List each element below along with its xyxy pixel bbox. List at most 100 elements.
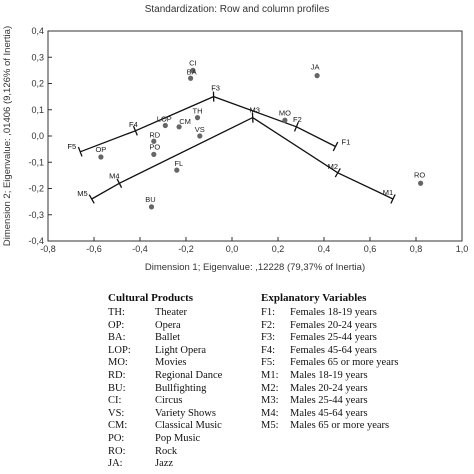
profile-marker — [77, 146, 83, 157]
profile-label: M3 — [249, 106, 259, 115]
legend-code: F5: — [261, 357, 276, 369]
legend-row: MO: Movies — [108, 357, 278, 370]
legend-row: VS: Variety Shows — [108, 408, 278, 421]
x-axis: -0,8 -0,6 -0,4 -0,2 0,0 0,2 0,4 0,6 0,8 1,0 — [40, 237, 468, 254]
legend-code: F1: — [261, 307, 276, 318]
profile-lines: F5 F4 F3 F2 F1 M5 M4 M3 M2 M1 — [67, 84, 396, 204]
legend-code: CM: — [108, 420, 128, 432]
legend-description: Females 25-44 years — [290, 332, 377, 344]
legend-description: Rock — [155, 445, 178, 457]
legend-row: BA: Ballet — [108, 332, 278, 345]
legend-row: TH: Theater — [108, 307, 278, 320]
legend-description: Females 65 or more years — [290, 357, 399, 369]
legend-code: BU: — [108, 382, 126, 394]
legend-row: M5: Males 65 or more years — [261, 420, 471, 433]
chart-subtitle: Standardization: Row and column profiles — [144, 4, 330, 15]
point-label: BU — [145, 195, 155, 204]
x-tick-label: 0,0 — [226, 244, 239, 254]
legend-code: M2: — [261, 382, 279, 394]
point-label: TH — [193, 107, 203, 116]
legend-code: PO: — [108, 432, 125, 444]
point-label: OP — [95, 145, 106, 154]
point-label: CI — [189, 58, 197, 67]
data-point — [190, 67, 196, 73]
correspondence-plot: -0,8 -0,6 -0,4 -0,2 0,0 0,2 0,4 0,6 0,8 1,0 0,40,… — [2, 26, 468, 273]
legend-description: Circus — [155, 395, 183, 407]
profile-label: M4 — [109, 171, 119, 180]
legend-code: TH: — [108, 307, 125, 318]
legend-code: F3: — [261, 332, 276, 344]
profile-label: F4 — [129, 120, 138, 129]
legend-description: Light Opera — [155, 344, 207, 356]
legend-code: M3: — [261, 395, 279, 407]
legend-row: M1: Males 18-19 years — [261, 370, 471, 383]
point-label: FL — [174, 159, 183, 168]
point-label: RO — [414, 170, 425, 179]
y-tick-label: -0,1 — [28, 157, 44, 167]
legend-code: F4: — [261, 344, 276, 356]
data-point — [174, 167, 180, 173]
profile-label: F2 — [293, 115, 302, 124]
legend-description: Opera — [155, 319, 181, 331]
legend-row: M4: Males 45-64 years — [261, 408, 471, 421]
legend-description: Females 18-19 years — [290, 307, 377, 318]
y-axis: 0,4 0,3 0,2 0,1 0,0 -0,1 -0,2 -0,3 -0,4 — [28, 26, 52, 246]
data-point — [151, 138, 157, 144]
x-tick-label: -0,6 — [86, 244, 102, 254]
legend-code: CI: — [108, 395, 122, 407]
legend-code: BA: — [108, 332, 126, 344]
point-label: PO — [149, 142, 160, 151]
profile-label: M2 — [328, 162, 338, 171]
legend-description: Males 20-24 years — [290, 382, 368, 394]
x-tick-label: -0,8 — [40, 244, 56, 254]
legend-description: Males 25-44 years — [290, 395, 368, 407]
cultural-products-legend: Cultural Products TH: Theater OP: Opera BA: B… — [108, 292, 278, 471]
legend-description: Males 65 or more years — [290, 420, 390, 432]
legend-row: CM: Classical Music — [108, 420, 278, 433]
x-tick-label: 0,8 — [410, 244, 423, 254]
legend-description: Females 20-24 years — [290, 319, 377, 331]
legend-row: PO: Pop Music — [108, 433, 278, 446]
y-tick-label: 0,0 — [31, 131, 44, 141]
point-label: JA — [311, 63, 320, 72]
y-tick-label: -0,4 — [28, 236, 44, 246]
legend-code: M4: — [261, 407, 279, 419]
profile-label: F1 — [342, 138, 351, 147]
legend-description: Pop Music — [155, 432, 201, 444]
point-label: MO — [279, 108, 291, 117]
legend-description: Males 18-19 years — [290, 369, 368, 381]
data-point — [148, 204, 155, 210]
profile-label: M5 — [77, 189, 87, 198]
profile-marker — [334, 168, 341, 178]
point-label: BA — [187, 67, 197, 76]
cultural-products-title: Cultural Products — [108, 292, 194, 304]
legend-code: RO: — [108, 445, 126, 457]
legend-row: M2: Males 20-24 years — [261, 383, 471, 396]
profile-marker — [88, 194, 95, 204]
point-label: RD — [149, 130, 160, 139]
legend-description: Variety Shows — [155, 407, 216, 419]
y-tick-label: -0,2 — [28, 184, 44, 194]
legend-description: Ballet — [155, 332, 181, 344]
profile-marker — [332, 141, 339, 152]
data-point — [418, 180, 424, 186]
legend-row: RO: Rock — [108, 446, 278, 459]
legend-row: RD: Regional Dance — [108, 370, 278, 383]
legend-description: Classical Music — [155, 420, 222, 432]
data-point — [98, 154, 104, 160]
legend-code: LOP: — [108, 344, 131, 356]
legend-code: RD: — [108, 369, 126, 381]
x-tick-label: 0,6 — [364, 244, 377, 254]
x-tick-label: 0,4 — [318, 244, 331, 254]
data-point — [197, 133, 203, 139]
legend-description: Females 45-64 years — [290, 344, 377, 356]
legend-row: CI: Circus — [108, 395, 278, 408]
explanatory-variables-title: Explanatory Variables — [261, 292, 367, 304]
legend-description: Bullfighting — [155, 382, 207, 394]
profile-marker — [390, 194, 396, 204]
legend-description: Movies — [155, 357, 187, 369]
legend-description: Theater — [155, 307, 188, 318]
x-tick-label: -0,2 — [178, 244, 194, 254]
y-axis-label: Dimension 2; Eigenvalue: ,01406 (9,126% … — [2, 26, 13, 246]
